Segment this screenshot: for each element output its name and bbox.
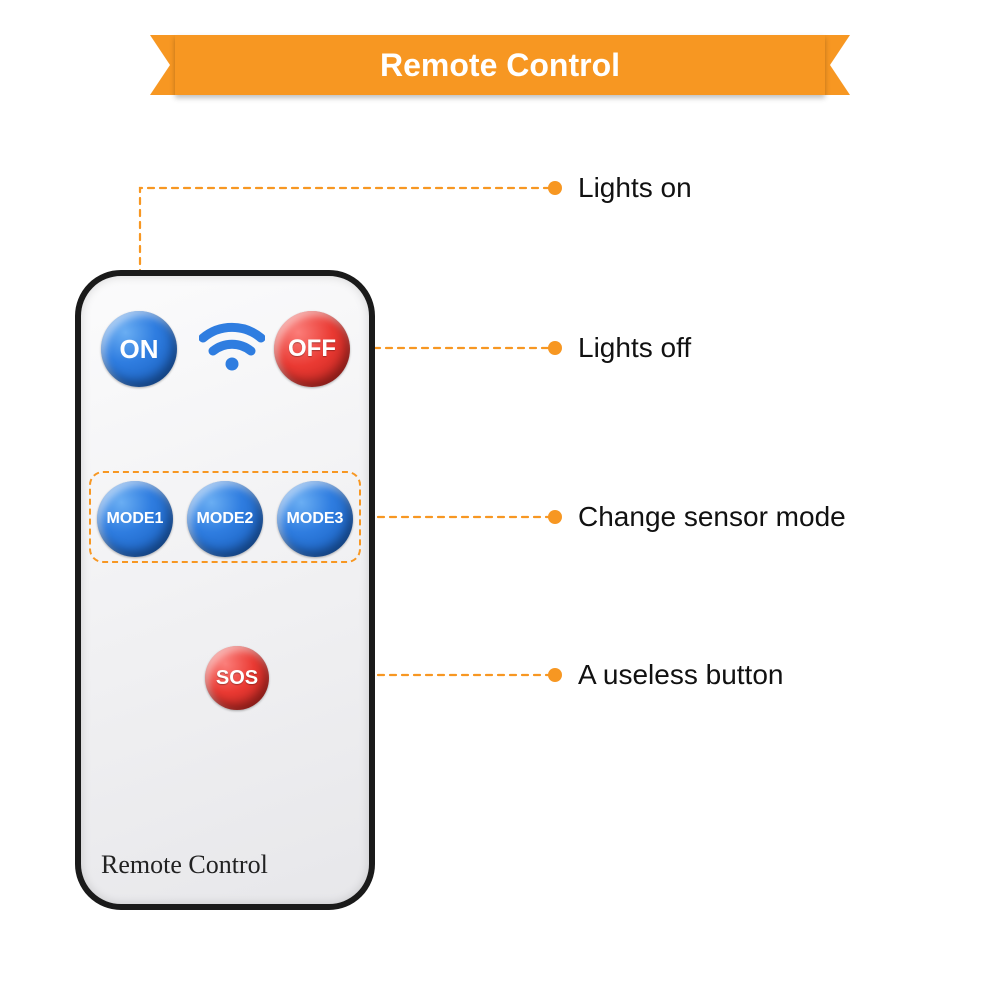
callout-label: A useless button [578,659,783,691]
bullet-icon [548,668,562,682]
callout-change-mode: Change sensor mode [548,501,846,533]
remote-body: ON OFF MODE1 MODE2 MODE3 SOS Remote Cont… [75,270,375,910]
bullet-icon [548,510,562,524]
mode2-button[interactable]: MODE2 [187,481,263,557]
banner-title: Remote Control [175,35,825,95]
off-button[interactable]: OFF [274,311,350,387]
bullet-icon [548,341,562,355]
callout-useless: A useless button [548,659,783,691]
bullet-icon [548,181,562,195]
callout-lights-off: Lights off [548,332,691,364]
callout-label: Lights on [578,172,692,204]
mode3-button[interactable]: MODE3 [277,481,353,557]
title-banner: Remote Control [150,35,850,95]
wifi-icon [199,318,265,374]
on-button[interactable]: ON [101,311,177,387]
callout-label: Change sensor mode [578,501,846,533]
callout-label: Lights off [578,332,691,364]
remote-body-label: Remote Control [101,850,268,880]
mode1-button[interactable]: MODE1 [97,481,173,557]
mode-group-box: MODE1 MODE2 MODE3 [89,471,361,563]
callout-lights-on: Lights on [548,172,692,204]
sos-button[interactable]: SOS [205,646,269,710]
